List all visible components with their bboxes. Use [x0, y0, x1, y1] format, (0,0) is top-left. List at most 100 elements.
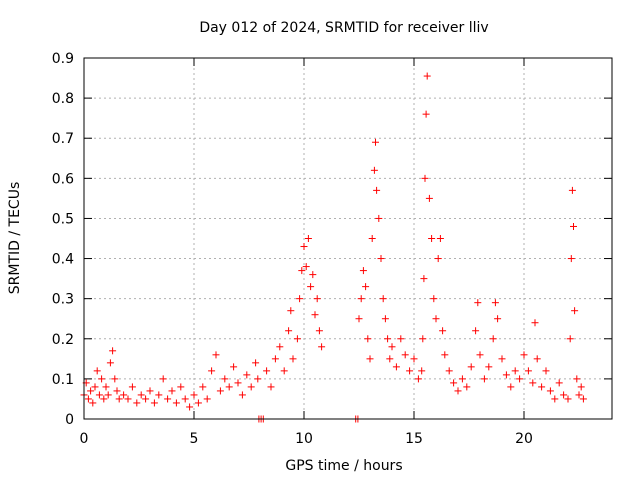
- data-point: [357, 295, 365, 303]
- data-point: [423, 72, 431, 80]
- data-point: [190, 391, 198, 399]
- data-point: [421, 174, 429, 182]
- data-point: [472, 327, 480, 335]
- data-point: [381, 315, 389, 323]
- data-point: [386, 355, 394, 363]
- data-point: [575, 391, 583, 399]
- data-point: [177, 383, 185, 391]
- data-point: [309, 271, 317, 279]
- data-point: [208, 367, 216, 375]
- data-point: [164, 395, 172, 403]
- y-tick-label: 0.9: [52, 51, 74, 67]
- data-point: [293, 335, 301, 343]
- data-point: [287, 307, 295, 315]
- data-point: [516, 375, 524, 383]
- data-point: [430, 295, 438, 303]
- data-point: [225, 383, 233, 391]
- data-point: [221, 375, 229, 383]
- data-point: [113, 387, 121, 395]
- data-point: [571, 307, 579, 315]
- data-point: [491, 299, 499, 307]
- data-point: [368, 235, 376, 242]
- data-points: [80, 72, 587, 423]
- y-tick-label: 0.6: [52, 171, 74, 187]
- data-point: [507, 383, 515, 391]
- data-point: [289, 355, 297, 363]
- data-point: [95, 391, 103, 399]
- data-point: [359, 267, 367, 275]
- data-point: [124, 395, 132, 403]
- data-point: [458, 375, 466, 383]
- data-point: [280, 367, 288, 375]
- data-point: [120, 391, 128, 399]
- data-point: [428, 235, 436, 242]
- data-point: [579, 395, 587, 403]
- data-point: [84, 395, 92, 403]
- data-point: [570, 222, 577, 230]
- y-tick-label: 0: [65, 412, 74, 428]
- data-point: [102, 383, 110, 391]
- y-tick-label: 0.7: [52, 131, 74, 147]
- data-point: [199, 383, 207, 391]
- data-point: [445, 367, 453, 375]
- data-point: [502, 371, 510, 379]
- data-point: [252, 359, 260, 367]
- data-point: [388, 343, 396, 351]
- data-point: [364, 335, 372, 343]
- data-point: [254, 375, 262, 383]
- data-point: [87, 387, 95, 395]
- data-point: [377, 255, 385, 263]
- data-point: [155, 391, 163, 399]
- data-point: [307, 283, 315, 291]
- data-point: [106, 359, 114, 367]
- data-point: [384, 335, 392, 343]
- data-point: [300, 243, 308, 251]
- data-point: [568, 186, 576, 194]
- x-tick-label: 5: [190, 431, 199, 447]
- data-point: [362, 283, 370, 291]
- data-point: [375, 214, 383, 222]
- data-point: [418, 367, 426, 375]
- y-tick-label: 0.3: [52, 292, 74, 308]
- data-point: [238, 391, 246, 399]
- data-point: [454, 387, 462, 395]
- data-point: [379, 295, 387, 303]
- data-point: [533, 355, 541, 363]
- data-point: [296, 295, 304, 303]
- data-point: [531, 319, 539, 327]
- data-point: [564, 395, 572, 403]
- data-point: [542, 367, 550, 375]
- data-point: [263, 367, 271, 375]
- data-point: [436, 235, 444, 242]
- data-point: [373, 186, 381, 194]
- data-point: [372, 138, 379, 146]
- data-point: [474, 299, 482, 307]
- data-point: [142, 395, 150, 403]
- data-point: [159, 375, 167, 383]
- data-point: [573, 375, 581, 383]
- data-point: [168, 387, 176, 395]
- data-point: [104, 391, 112, 399]
- data-point: [422, 110, 430, 118]
- y-axis-label: SRMTID / TECUs: [7, 182, 23, 295]
- data-point: [406, 367, 414, 375]
- data-point: [315, 327, 323, 335]
- data-point: [100, 395, 108, 403]
- data-point: [234, 379, 242, 387]
- data-point: [485, 363, 493, 371]
- data-point: [109, 347, 117, 355]
- plot-frame: [83, 57, 613, 420]
- data-point: [494, 315, 502, 323]
- data-point: [115, 395, 123, 403]
- data-point: [524, 367, 532, 375]
- data-point: [318, 343, 326, 351]
- data-point: [298, 267, 306, 275]
- data-point: [480, 375, 488, 383]
- data-point: [577, 383, 585, 391]
- data-point: [93, 367, 101, 375]
- x-tick-label: 10: [295, 431, 313, 447]
- data-point: [137, 391, 145, 399]
- data-point: [91, 383, 99, 391]
- y-tick-label: 0.4: [52, 252, 74, 268]
